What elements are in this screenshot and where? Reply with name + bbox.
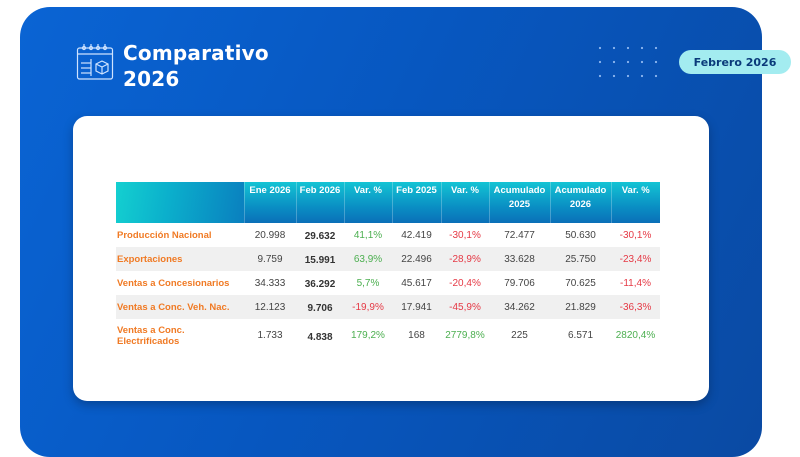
- cell-var-3: -30,1%: [619, 229, 652, 241]
- cell-acum-2026: 21.829: [550, 295, 611, 319]
- cell-acum-2026: 70.625: [565, 277, 596, 289]
- cell-var-3: -11,4%: [620, 277, 651, 289]
- cell-feb-2025: 45.617: [401, 277, 432, 289]
- cell-var-1: 63,9%: [344, 247, 392, 271]
- column-header-feb-2026: Feb 2026: [295, 182, 344, 223]
- cell-var-2: -28,9%: [441, 247, 489, 271]
- cell-feb-2026: 15.991: [296, 247, 344, 271]
- table-row: Exportaciones 9.759 15.991 63,9% 22.496 -28,9…: [116, 247, 660, 271]
- cell-acum-2025: 225: [511, 330, 528, 341]
- title-line-1: Comparativo: [123, 41, 269, 65]
- column-header-var-3: Var. %: [610, 182, 660, 223]
- cell-var-2: 2779,8%: [445, 330, 485, 341]
- cell-feb-2026: 4.838: [307, 331, 333, 343]
- column-header-var-1: Var. %: [343, 182, 392, 223]
- cell-acum-2026: 50.630: [565, 229, 596, 241]
- comparison-table: Ene 2026 Feb 2026 Var. % Feb 2025 Var. %…: [116, 182, 660, 352]
- cell-feb-2026: 36.292: [304, 279, 336, 290]
- cell-var-3: -36,3%: [611, 295, 660, 319]
- cell-feb-2025: 168: [408, 330, 425, 341]
- row-label: Ventas a Concesionarios: [117, 277, 230, 289]
- table-header-row: Ene 2026 Feb 2026 Var. % Feb 2025 Var. %…: [116, 182, 660, 223]
- table-row: Producción Nacional 20.998 29.632 41,1% 42.4…: [116, 223, 660, 247]
- cell-var-1: -19,9%: [344, 295, 392, 319]
- row-label: Ventas a Conc. Electrificados: [117, 324, 185, 347]
- column-header-label: [116, 182, 244, 223]
- page-title: Comparativo 2026: [123, 40, 269, 92]
- column-header-ene-2026: Ene 2026: [243, 182, 296, 223]
- column-header-feb-2025: Feb 2025: [391, 182, 441, 223]
- decorative-dots: [598, 46, 658, 78]
- period-badge: Febrero 2026: [679, 50, 791, 74]
- column-header-acum-2026: Acumulado 2026: [549, 182, 611, 223]
- row-label: Producción Nacional: [117, 229, 212, 241]
- cell-ene-2026: 20.998: [254, 229, 286, 241]
- cell-acum-2025: 34.262: [489, 295, 550, 319]
- cell-var-3: -23,4%: [611, 247, 660, 271]
- cell-feb-2026: 9.706: [296, 295, 344, 319]
- cell-var-1: 179,2%: [351, 330, 385, 341]
- title-line-2: 2026: [123, 67, 180, 91]
- cell-ene-2026: 1.733: [257, 330, 283, 341]
- cell-feb-2025: 22.496: [392, 247, 441, 271]
- cell-ene-2026: 34.333: [254, 277, 286, 289]
- cell-acum-2025: 33.628: [489, 247, 550, 271]
- cell-acum-2025: 79.706: [504, 277, 535, 289]
- cell-var-2: -30,1%: [449, 229, 481, 241]
- cell-var-1: 5,7%: [356, 277, 380, 289]
- table-row: Ventas a Concesionarios 34.333 36.292 5,7% 4…: [116, 271, 660, 295]
- row-label: Exportaciones: [116, 247, 244, 271]
- cell-feb-2025: 42.419: [401, 229, 432, 241]
- table-row: Ventas a Conc. Electrificados 1.733 4.838 1…: [116, 319, 660, 352]
- cell-acum-2026: 25.750: [550, 247, 611, 271]
- cell-var-2: -20,4%: [449, 277, 481, 289]
- cell-acum-2025: 72.477: [504, 229, 535, 241]
- cell-var-2: -45,9%: [441, 295, 489, 319]
- cell-ene-2026: 9.759: [244, 247, 296, 271]
- column-header-acum-2025: Acumulado 2025: [488, 182, 550, 223]
- cell-feb-2025: 17.941: [392, 295, 441, 319]
- cell-var-1: 41,1%: [353, 229, 383, 241]
- cell-feb-2026: 29.632: [304, 231, 336, 242]
- column-header-var-2: Var. %: [440, 182, 489, 223]
- calendar-box-icon: [76, 44, 114, 80]
- row-label: Ventas a Conc. Veh. Nac.: [116, 295, 244, 319]
- cell-ene-2026: 12.123: [244, 295, 296, 319]
- table-row: Ventas a Conc. Veh. Nac. 12.123 9.706 -19,9…: [116, 295, 660, 319]
- cell-var-3: 2820,4%: [615, 330, 656, 341]
- cell-acum-2026: 6.571: [567, 330, 594, 341]
